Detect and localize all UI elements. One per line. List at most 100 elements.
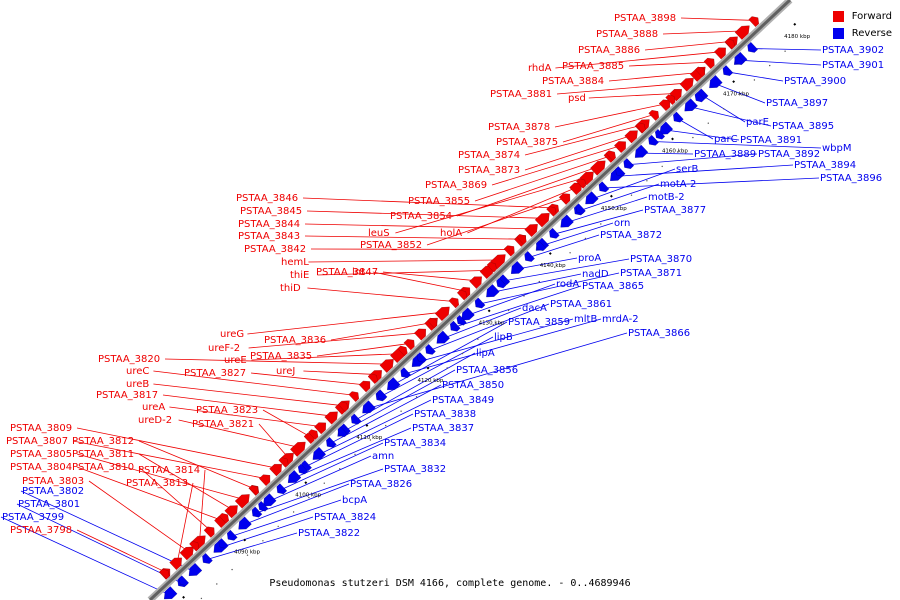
leader-line-thie [317,269,489,276]
leader-line-pstaa-3807 [72,440,267,480]
forward-gene-arrow [524,224,538,238]
gene-label-pstaa-3854: PSTAA_3854 [390,211,452,222]
reverse-gene-arrow [312,446,327,460]
reverse-gene-arrow [188,562,203,576]
gene-label-pstaa-3842: PSTAA_3842 [244,244,306,255]
leader-line-serb [590,168,676,200]
reverse-gene-arrow [416,352,428,363]
track-dot [584,237,587,240]
gene-label-pstaa-3822: PSTAA_3822 [298,528,360,539]
forward-gene-arrow [169,557,182,571]
forward-gene-arrow [358,380,371,393]
leader-line-pstaa-3869 [491,145,622,186]
forward-gene-arrow [724,38,735,50]
forward-gene-arrow [314,422,326,435]
gene-label-pstaa-3897: PSTAA_3897 [766,98,828,109]
forward-gene-arrow [324,411,338,425]
tick-mark [609,194,613,198]
forward-gene-arrow [669,89,682,102]
leader-line-ureb [153,383,345,407]
forward-gene-arrow [624,130,638,144]
forward-gene-arrow [590,160,606,176]
gene-label-pstaa-3850: PSTAA_3850 [442,380,504,391]
leader-line-pstaa-3897 [714,83,766,104]
gene-label-pstaa-3838: PSTAA_3838 [414,409,476,420]
track-dot [600,223,602,225]
reverse-gene-arrow [474,297,486,309]
track-dot [431,381,433,384]
forward-gene-arrow [503,245,515,257]
gene-label-serb: serB [676,164,698,175]
leader-line-pstaa-3832 [255,468,384,514]
track-dot [630,194,633,196]
reverse-gene-arrow [425,343,436,355]
gene-label-ureb: ureB [126,379,149,390]
reverse-gene-arrow [450,320,461,332]
tick-label-4130-kbp: 4130 kbp [479,320,505,326]
reverse-gene-arrow [684,98,698,112]
gene-label-pstaa-3817: PSTAA_3817 [96,390,158,401]
leader-line-motb-2 [565,196,648,224]
reverse-gene-arrow [659,121,674,135]
track-dot [707,122,709,124]
reverse-gene-arrow [276,483,288,495]
leader-line-ureg [247,311,445,335]
gene-label-pstaa-3810: PSTAA_3810 [72,462,134,473]
forward-gene-arrow [403,339,415,351]
track-dot [492,324,494,326]
track-dot [723,108,725,110]
leader-line-lnt [372,271,467,292]
leader-line-pstaa-3892 [627,153,758,166]
forward-gene-arrow [397,345,408,357]
leader-line-pstaa-3835 [316,342,411,357]
gene-label-pstaa-3814: PSTAA_3814 [138,465,200,476]
track-dot [308,496,310,499]
leader-line-pstaa-3838 [305,413,414,468]
forward-gene-arrow [469,276,482,289]
gene-label-pstaa-3837: PSTAA_3837 [412,423,474,434]
gene-label-pstaa-3892: PSTAA_3892 [758,149,820,160]
leader-line-pstaa-3900 [726,71,784,82]
forward-gene-arrow [576,178,587,189]
gene-label-pstaa-3896: PSTAA_3896 [820,173,882,184]
reverse-gene-arrow [634,144,649,158]
reverse-gene-arrow [560,214,574,228]
forward-gene-arrow [179,546,194,561]
reverse-gene-arrow [694,91,705,103]
gene-label-pstaa-3898: PSTAA_3898 [614,13,676,24]
track-dot [646,180,648,182]
leader-line-lipb [379,336,494,398]
reverse-gene-arrow [585,191,599,205]
forward-gene-arrow [734,25,750,40]
forward-gene-arrow [714,47,726,60]
gene-label-pstaa-3869: PSTAA_3869 [425,180,487,191]
gene-label-pstaa-3832: PSTAA_3832 [384,464,446,475]
tick-mark [304,481,308,485]
gene-label-pstaa-3861: PSTAA_3861 [550,299,612,310]
gene-label-pstaa-3802: PSTAA_3802 [22,486,84,497]
tick-mark [365,424,369,427]
gene-label-rhda: rhdA [528,63,552,74]
leader-line-pstaa-3810 [138,466,211,532]
leader-line-pstaa-3861 [429,303,550,351]
gene-label-ureg: ureG [220,329,244,340]
tick-mark [243,538,247,542]
gene-label-urea: ureA [142,402,165,413]
leader-line-mota-2 [577,183,660,212]
reverse-gene-arrow [673,111,684,123]
forward-gene-arrow [348,391,359,403]
forward-gene-arrow [278,457,289,468]
gene-label-pstaa-3855: PSTAA_3855 [408,196,470,207]
forward-gene-arrow [379,359,394,373]
leader-line-bcpa [230,499,342,537]
leader-line-pstaa-3886 [644,40,733,51]
leader-line-pstaa-3842 [310,248,511,250]
forward-gene-arrow [203,526,215,538]
gene-label-pstaa-3901: PSTAA_3901 [822,60,884,71]
leader-line-amn [267,455,372,502]
gene-label-pstaa-3873: PSTAA_3873 [458,165,520,176]
leader-line-pstaa-3870 [503,258,630,282]
gene-label-mota-2: motA-2 [660,179,696,190]
tick-mark [793,22,797,26]
